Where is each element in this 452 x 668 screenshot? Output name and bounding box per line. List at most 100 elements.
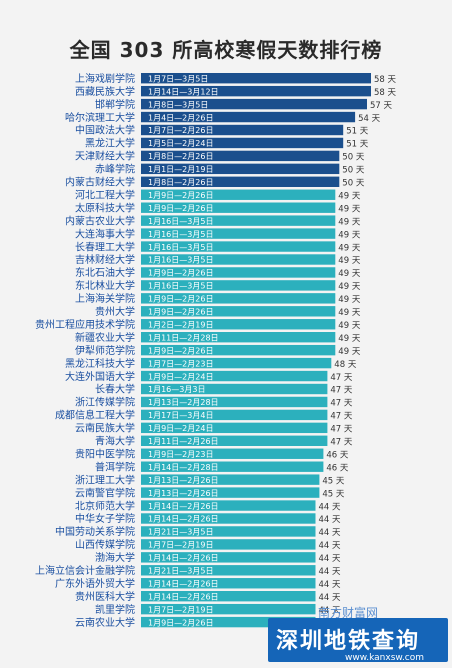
bar-value-label: 51 天 <box>346 140 369 150</box>
bar <box>141 344 336 356</box>
bar-value-label: 47 天 <box>330 386 353 396</box>
bar-value-label: 57 天 <box>370 101 393 111</box>
bar <box>141 254 336 265</box>
bar-category-label: 山西传媒学院 <box>75 538 135 551</box>
bar <box>141 267 336 278</box>
bar-date-range-label: 1月8日—2月26日 <box>148 178 213 187</box>
bar-date-range-label: 1月14日—2月26日 <box>148 579 219 588</box>
bar-value-label: 49 天 <box>338 204 361 214</box>
bar-category-label: 河北工程大学 <box>75 188 135 201</box>
bar <box>141 591 316 602</box>
watermark-faint-text: 南方财富网 <box>318 606 379 620</box>
bar-value-label: 54 天 <box>358 114 381 124</box>
bar-date-range-label: 1月9日—2月26日 <box>148 308 213 317</box>
bar-category-label: 北京师范大学 <box>75 499 135 512</box>
bar-value-label: 44 天 <box>319 515 342 525</box>
bar-category-label: 天津财经大学 <box>75 150 135 163</box>
bar-value-label: 49 天 <box>338 230 361 240</box>
bar <box>141 552 316 563</box>
bar-date-range-label: 1月13日—2月26日 <box>148 476 219 485</box>
bar <box>141 370 328 382</box>
bar-category-label: 云南农业大学 <box>75 616 135 629</box>
bar-category-label: 广东外语外贸大学 <box>55 577 135 590</box>
bar-category-label: 贵州医科大学 <box>75 590 135 603</box>
bar <box>141 487 320 498</box>
bar-date-range-label: 1月14日—3月12日 <box>148 87 219 96</box>
bar-value-label: 44 天 <box>319 593 342 603</box>
bar <box>141 319 336 330</box>
bar <box>141 539 316 550</box>
bar-category-label: 大连外国语大学 <box>65 370 135 383</box>
bar-category-label: 青海大学 <box>95 435 135 448</box>
bar-value-label: 49 天 <box>338 217 361 227</box>
bar <box>141 150 340 162</box>
bar-category-label: 上海海关学院 <box>75 292 135 305</box>
watermark-box <box>268 618 448 662</box>
bar <box>141 124 344 136</box>
bar-category-label: 哈尔滨理工大学 <box>65 111 135 124</box>
bar-category-label: 大连海事大学 <box>75 227 135 240</box>
chart-title: 全国 303 所高校寒假天数排行榜 <box>69 38 383 62</box>
bar-category-label: 内蒙古财经大学 <box>65 176 135 189</box>
bar <box>141 603 316 615</box>
bar-category-label: 浙江传媒学院 <box>75 396 135 409</box>
bar-value-label: 49 天 <box>338 282 361 292</box>
bar-category-label: 东北石油大学 <box>75 266 135 279</box>
bar-value-label: 45 天 <box>322 489 345 499</box>
bar <box>141 578 316 589</box>
bar-category-label: 黑龙江大学 <box>85 137 135 150</box>
bar-value-label: 44 天 <box>319 528 342 538</box>
bar <box>141 474 320 485</box>
bar <box>141 98 367 110</box>
bar-date-range-label: 1月14日—2月26日 <box>148 554 219 563</box>
bar-date-range-label: 1月13日—2月28日 <box>148 398 219 407</box>
bar-date-range-label: 1月1日—2月19日 <box>148 165 213 174</box>
bar <box>141 202 336 213</box>
bar-category-label: 中华女子学院 <box>75 512 135 525</box>
bar-date-range-label: 1月9日—2月26日 <box>148 295 213 304</box>
bar-category-label: 上海立信会计金融学院 <box>35 564 135 577</box>
bar-date-range-label: 1月7日—3月5日 <box>148 74 208 83</box>
bar-date-range-label: 1月16日—3月5日 <box>148 282 213 291</box>
bar-date-range-label: 1月9日—2月26日 <box>148 191 213 200</box>
bar <box>141 616 316 628</box>
bar-category-label: 长春大学 <box>95 383 135 396</box>
bar <box>141 435 328 446</box>
bar-category-label: 云南民族大学 <box>75 422 135 435</box>
bar-category-label: 太原科技大学 <box>75 201 135 214</box>
bar-value-label: 47 天 <box>330 373 353 383</box>
bar-date-range-label: 1月16日—3月5日 <box>148 256 213 265</box>
watermark-url: www.kanxsw.com <box>345 653 425 663</box>
bar <box>141 461 324 472</box>
bar <box>141 111 356 123</box>
bar <box>141 163 340 175</box>
bar-date-range-label: 1月13日—2月26日 <box>148 489 219 498</box>
bar <box>141 280 336 291</box>
bar-value-label: 46 天 <box>326 463 349 473</box>
bar-value-label: 45 天 <box>322 476 345 486</box>
bar-date-range-label: 1月7日—2月26日 <box>148 126 213 135</box>
bar-category-label: 西藏民族大学 <box>75 85 135 98</box>
bar-date-range-label: 1月11日—2月26日 <box>148 437 219 446</box>
bar-date-range-label: 1月9日—2月26日 <box>148 269 213 278</box>
bar-category-label: 东北林业大学 <box>75 279 135 292</box>
bar-category-label: 贵州工程应用技术学院 <box>35 318 135 331</box>
bar-value-label: 44 天 <box>319 580 342 590</box>
bar-date-range-label: 1月16—3月3日 <box>148 385 205 394</box>
bar-value-label: 47 天 <box>330 438 353 448</box>
bar-category-label: 云南警官学院 <box>75 486 135 499</box>
bar-date-range-label: 1月9日—2月26日 <box>148 618 213 627</box>
bar-date-range-label: 1月21日—3月5日 <box>148 528 213 537</box>
bar <box>141 228 336 239</box>
bar-value-label: 49 天 <box>338 295 361 305</box>
bar-date-range-label: 1月16日—3月5日 <box>148 243 213 252</box>
bar-date-range-label: 1月14日—2月26日 <box>148 502 219 511</box>
bar-value-label: 49 天 <box>338 347 361 357</box>
bar-category-label: 长春理工大学 <box>75 240 135 253</box>
bar-value-label: 50 天 <box>342 166 365 176</box>
bar-date-range-label: 1月14日—2月26日 <box>148 592 219 601</box>
bar-category-label: 普洱学院 <box>95 460 135 473</box>
bar-value-label: 44 天 <box>319 502 342 512</box>
bar <box>141 448 324 459</box>
